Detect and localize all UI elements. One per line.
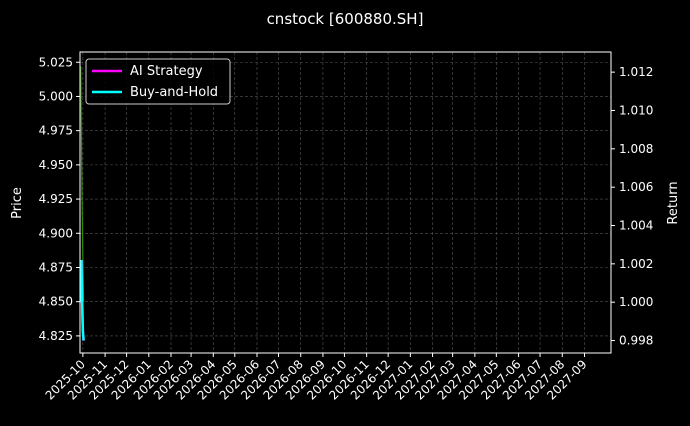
y-tick-label-right: 1.006 — [619, 180, 653, 194]
y-tick-label-right: 1.008 — [619, 142, 653, 156]
y-tick-label-left: 4.900 — [39, 226, 73, 240]
y-tick-label-right: 1.004 — [619, 219, 653, 233]
y-tick-label-right: 1.012 — [619, 65, 653, 79]
y-tick-label-left: 4.850 — [39, 295, 73, 309]
y-tick-label-right: 1.010 — [619, 103, 653, 117]
price-line — [80, 66, 85, 302]
legend-label-ai-strategy: AI Strategy — [130, 64, 203, 79]
y-tick-label-left: 4.975 — [39, 124, 73, 138]
y-tick-label-right: 1.000 — [619, 295, 653, 309]
buy-and-hold-line — [79, 259, 85, 341]
chart-title: cnstock [600880.SH] — [267, 10, 424, 28]
y-tick-label-left: 4.875 — [39, 260, 73, 274]
legend-label-buy-and-hold: Buy-and-Hold — [130, 85, 218, 100]
y-tick-label-right: 1.002 — [619, 257, 653, 271]
y-axis-label-right: Return — [666, 181, 681, 224]
axis-ticks: 2025-102025-112025-122026-012026-022026-… — [39, 55, 654, 402]
series-lines — [79, 66, 85, 341]
y-tick-label-right: 0.998 — [619, 334, 653, 348]
plot-frame — [79, 51, 612, 354]
y-tick-label-left: 4.925 — [39, 192, 73, 206]
y-tick-label-left: 5.025 — [39, 55, 73, 69]
y-tick-label-left: 4.825 — [39, 329, 73, 343]
y-tick-label-left: 5.000 — [39, 89, 73, 103]
y-axis-label-left: Price — [10, 187, 25, 219]
legend: AI Strategy Buy-and-Hold — [85, 58, 231, 105]
y-tick-label-left: 4.950 — [39, 158, 73, 172]
